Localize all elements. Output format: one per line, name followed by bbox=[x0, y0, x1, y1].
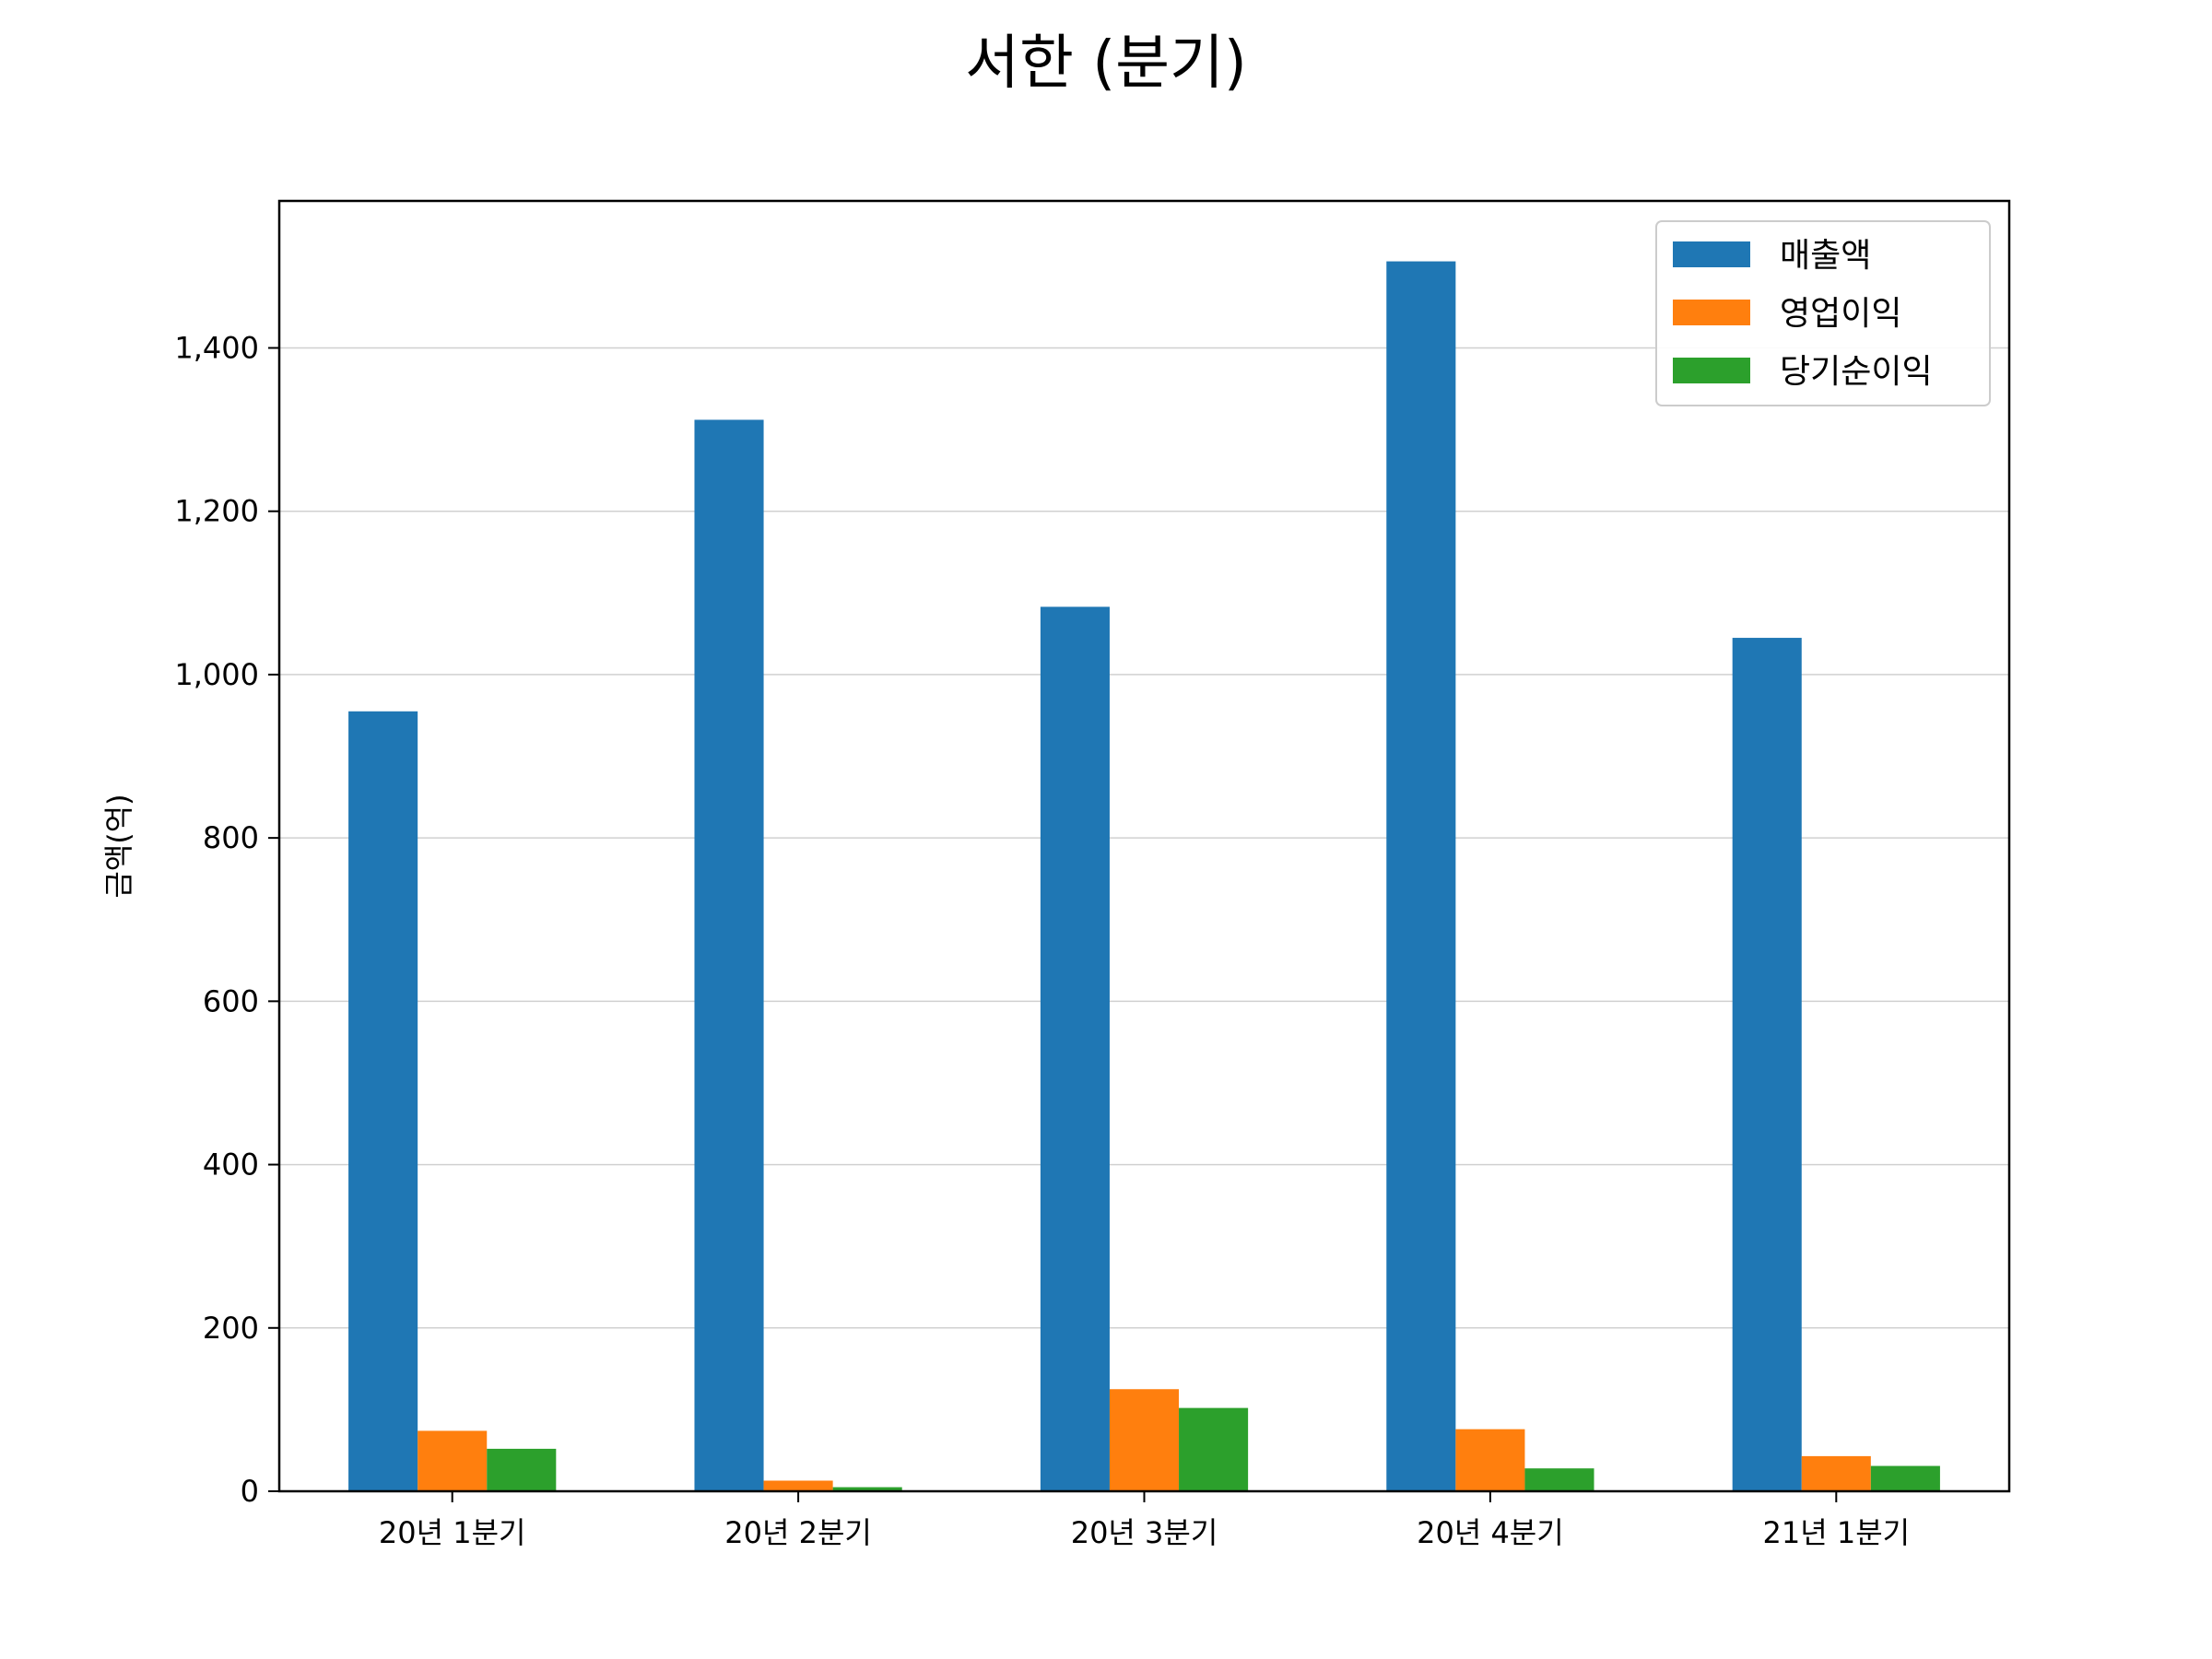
bar bbox=[418, 1430, 488, 1491]
bar bbox=[1386, 261, 1456, 1492]
axis-ticks: 0 200 400 600 800 1,000 1,200 1,400 20년 1분기 20년 2… bbox=[174, 330, 1910, 1550]
y-tick-label: 600 bbox=[203, 983, 259, 1018]
x-tick-label: 21년 1분기 bbox=[1763, 1515, 1911, 1550]
bar bbox=[1179, 1407, 1249, 1491]
y-tick-label: 800 bbox=[203, 820, 259, 855]
chart-title: 서한 (분기) bbox=[965, 29, 1247, 98]
x-tick-label: 20년 4분기 bbox=[1417, 1515, 1564, 1550]
legend-swatch bbox=[1673, 358, 1750, 383]
x-tick-label: 20년 2분기 bbox=[724, 1515, 872, 1550]
bar bbox=[487, 1448, 557, 1491]
y-tick-label: 0 bbox=[241, 1474, 259, 1509]
legend-entry: 당기순이익 bbox=[1780, 353, 1933, 391]
bar bbox=[694, 419, 764, 1491]
bar bbox=[763, 1480, 833, 1491]
legend-entry: 매출액 bbox=[1780, 237, 1871, 275]
y-axis-label: 금액(억) bbox=[101, 794, 136, 898]
bar bbox=[1109, 1389, 1180, 1491]
x-tick-label: 20년 3분기 bbox=[1071, 1515, 1218, 1550]
y-tick-label: 1,400 bbox=[174, 330, 259, 365]
bar bbox=[1870, 1465, 1940, 1491]
bar bbox=[1801, 1455, 1871, 1491]
bar bbox=[348, 711, 418, 1491]
y-tick-label: 400 bbox=[203, 1147, 259, 1182]
x-tick-label: 20년 1분기 bbox=[379, 1515, 526, 1550]
y-tick-label: 1,200 bbox=[174, 494, 259, 529]
y-tick-label: 1,000 bbox=[174, 657, 259, 692]
bar bbox=[1040, 606, 1110, 1491]
legend-entry: 영업이익 bbox=[1780, 295, 1901, 333]
legend-swatch bbox=[1673, 241, 1750, 267]
bar bbox=[1524, 1468, 1594, 1491]
y-tick-label: 200 bbox=[203, 1311, 259, 1346]
bars bbox=[348, 261, 1940, 1492]
legend-swatch bbox=[1673, 300, 1750, 325]
bar bbox=[832, 1487, 902, 1491]
bar bbox=[1732, 638, 1802, 1491]
bar bbox=[1455, 1429, 1525, 1491]
